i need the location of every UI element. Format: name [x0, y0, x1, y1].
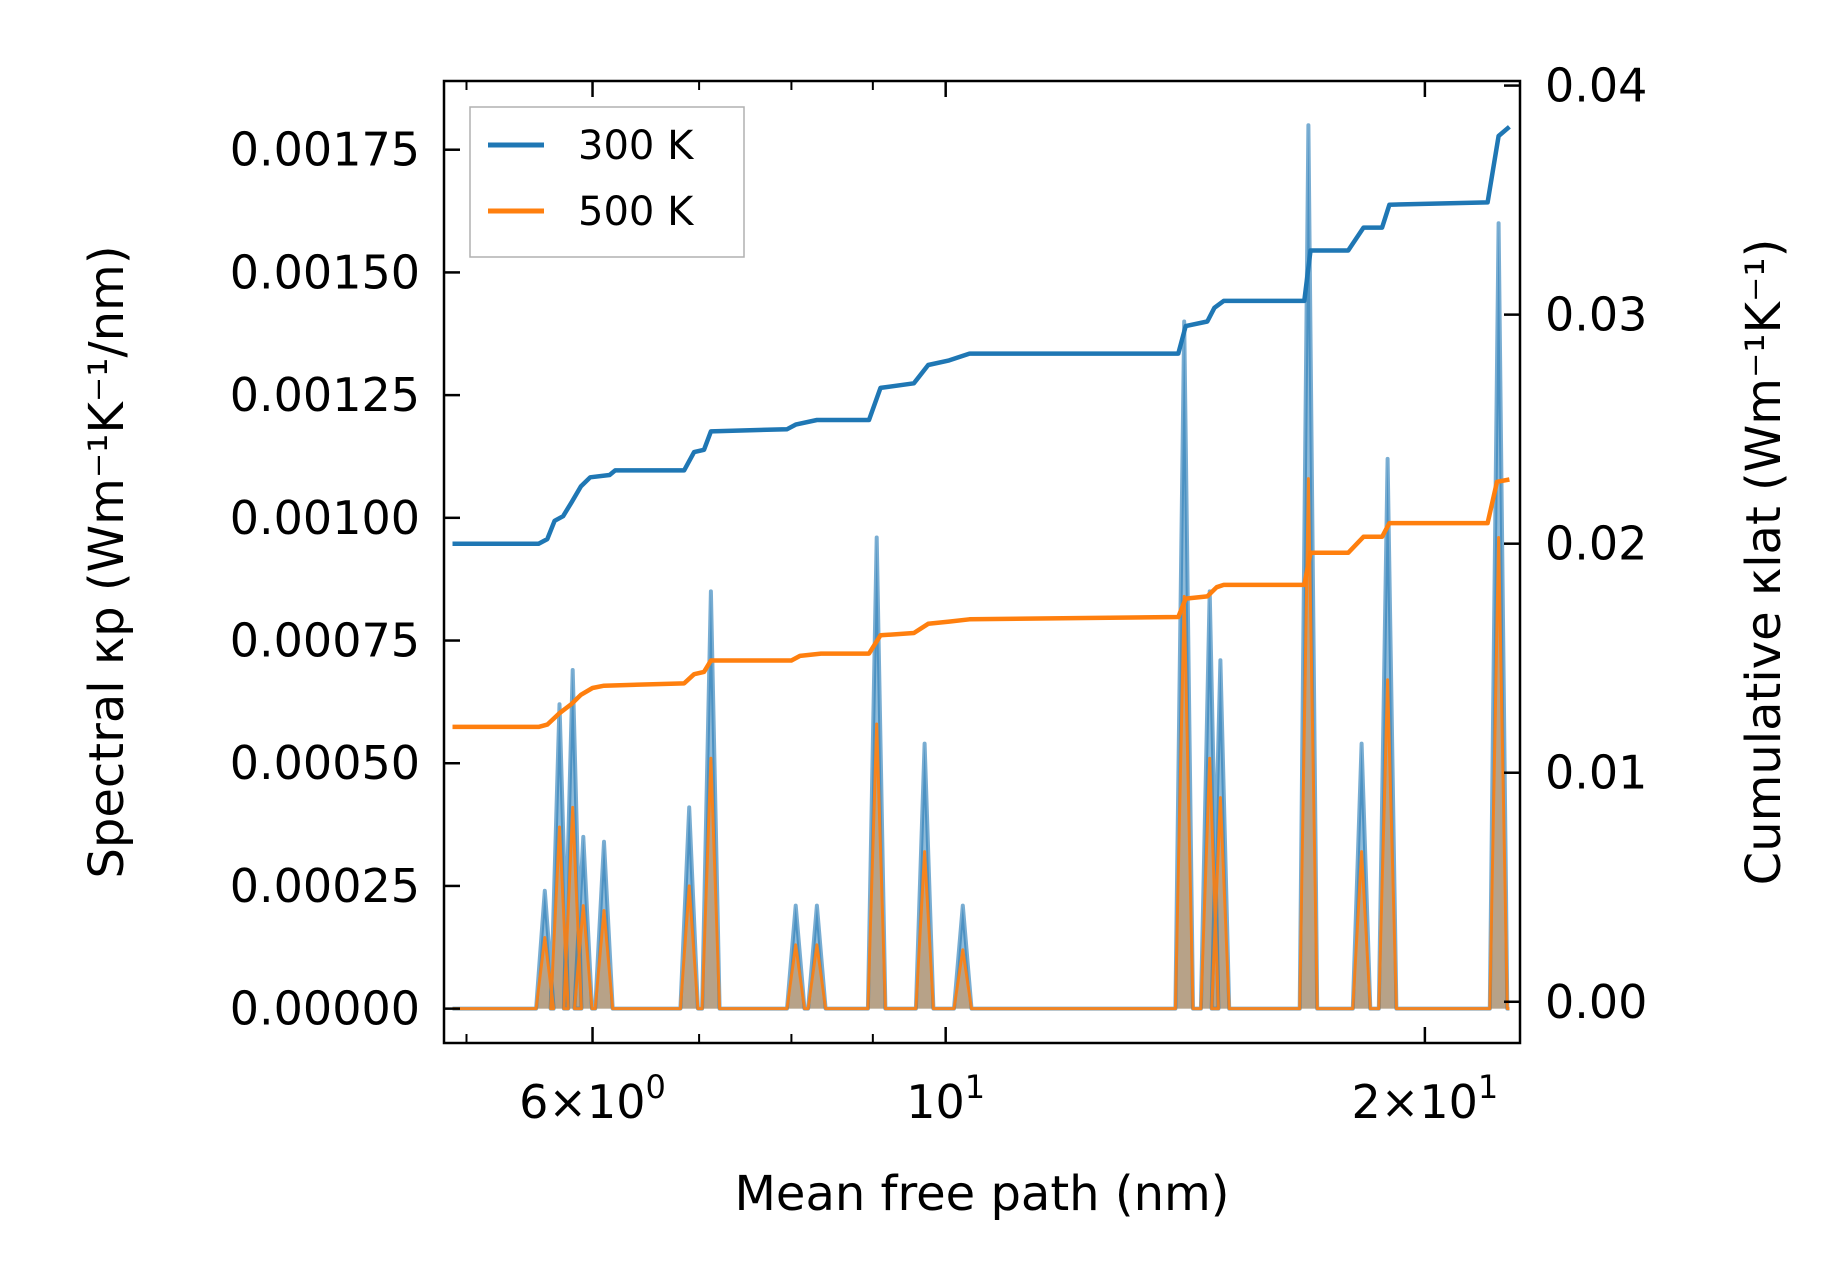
y-left-tick-label: 0.00050 [230, 736, 420, 790]
y-right-tick-label: 0.02 [1545, 517, 1647, 571]
y-right-tick-label: 0.03 [1545, 288, 1647, 342]
y-right-tick-label: 0.00 [1545, 975, 1647, 1029]
y-left-tick-label: 0.00100 [230, 491, 420, 545]
legend: 300 K 500 K [469, 106, 745, 258]
legend-box [469, 106, 745, 258]
axis-tick-labels: 6×100 101 2×101 0.00000 0.00025 0.00050 0.0007… [230, 59, 1648, 1129]
cumulative-lines [452, 125, 1511, 730]
legend-label-300k: 300 K [578, 123, 695, 169]
y-left-tick-label: 0.00175 [230, 123, 420, 177]
spectral-lines [452, 123, 1510, 1011]
axis-ticks [444, 81, 1520, 1043]
spectral-fills [452, 125, 1510, 1009]
y-right-tick-label: 0.04 [1545, 59, 1647, 113]
x-tick-label: 6×100 [519, 1068, 666, 1129]
cumulative-line-500k [452, 477, 1510, 730]
y-left-tick-label: 0.00025 [230, 859, 420, 913]
y-left-tick-label: 0.00125 [230, 368, 420, 422]
y-left-tick-label: 0.00000 [230, 982, 420, 1036]
spectral-line-500k [452, 477, 1510, 1011]
y-left-tick-label: 0.00150 [230, 245, 420, 299]
x-tick-label: 2×101 [1352, 1068, 1499, 1129]
cumulative-line-300k [452, 125, 1511, 546]
x-axis-label: Mean free path (nm) [735, 1166, 1230, 1222]
spectral-fill-500k [452, 478, 1510, 1009]
legend-label-500k: 500 K [578, 189, 695, 235]
y-right-tick-label: 0.01 [1545, 746, 1647, 800]
y-axis-right-label: Cumulative κlat (Wm⁻¹K⁻¹) [1736, 239, 1792, 886]
plot-frame [442, 79, 1522, 1045]
y-axis-left-label: Spectral κp (Wm⁻¹K⁻¹/nm) [79, 245, 135, 878]
y-left-tick-label: 0.00075 [230, 614, 420, 668]
x-tick-label: 101 [906, 1068, 985, 1129]
